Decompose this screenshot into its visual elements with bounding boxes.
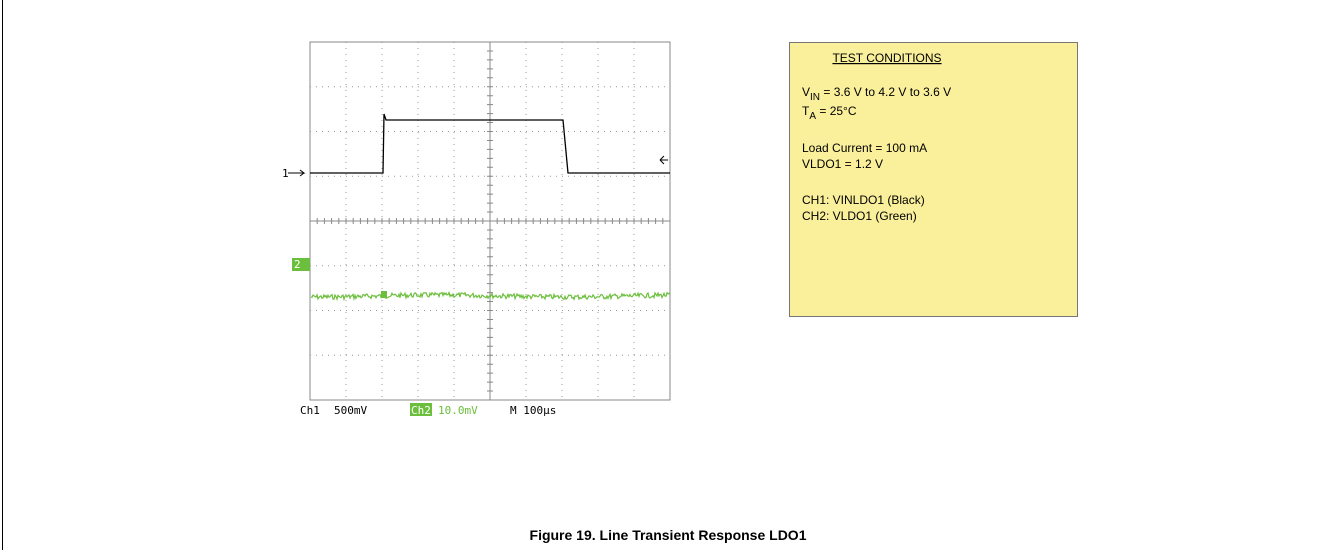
condition-line: CH1: VINLDO1 (Black) bbox=[802, 193, 925, 207]
figure-caption: Figure 19. Line Transient Response LDO1 bbox=[530, 527, 807, 543]
ch2-scale: 10.0mV bbox=[438, 404, 478, 417]
condition-line: VLDO1 = 1.2 V bbox=[802, 157, 883, 171]
ta-symbol: T bbox=[802, 104, 810, 118]
scope-screen bbox=[309, 41, 671, 401]
ch2-trace-marker bbox=[381, 291, 387, 298]
ch1-arrow bbox=[288, 169, 306, 177]
trigger-arrow bbox=[659, 155, 668, 165]
ch2-label-box bbox=[410, 403, 432, 416]
ch2-label: Ch2 bbox=[411, 404, 431, 417]
ta-line: TA = 25°C bbox=[802, 104, 857, 122]
ch1-trace bbox=[310, 113, 670, 174]
ta-text: = 25°C bbox=[816, 104, 857, 118]
timebase: M 100µs bbox=[510, 404, 556, 417]
scope-labels: 1 2 Ch1 500mV Ch2 10.0mV M 100µs bbox=[282, 155, 668, 417]
ch2-trace bbox=[310, 290, 671, 302]
conditions-box bbox=[789, 42, 1078, 317]
ch2-marker: 2 bbox=[294, 258, 301, 271]
axis-ticks bbox=[309, 41, 664, 401]
ch2-marker-box bbox=[292, 258, 310, 271]
ch1-label: Ch1 bbox=[300, 404, 320, 417]
vin-subscript: IN bbox=[810, 92, 820, 103]
ta-subscript: A bbox=[809, 111, 816, 122]
conditions-title: TEST CONDITIONS bbox=[832, 51, 941, 65]
condition-line: Load Current = 100 mA bbox=[802, 141, 927, 155]
vin-line: VIN = 3.6 V to 4.2 V to 3.6 V bbox=[802, 85, 951, 103]
test-conditions: TEST CONDITIONS VIN = 3.6 V to 4.2 V to … bbox=[789, 42, 1078, 317]
ch1-scale: 500mV bbox=[334, 404, 367, 417]
vin-symbol: V bbox=[802, 85, 810, 99]
ch1-marker: 1 bbox=[282, 167, 289, 180]
condition-line: CH2: VLDO1 (Green) bbox=[802, 209, 917, 223]
vin-text: = 3.6 V to 4.2 V to 3.6 V bbox=[820, 85, 951, 99]
